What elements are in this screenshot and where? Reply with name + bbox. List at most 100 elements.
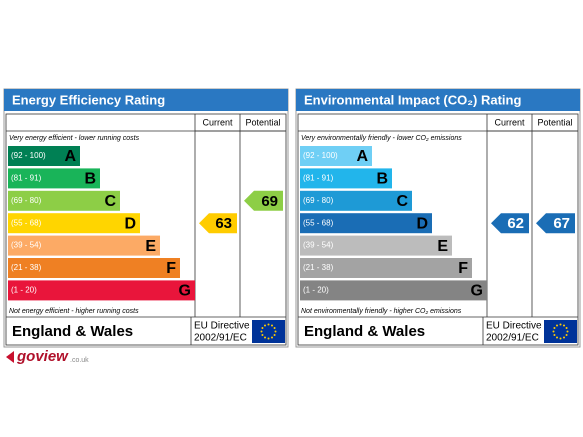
eu-star: [264, 336, 266, 339]
logo-name: goview: [16, 348, 69, 365]
rating-value: 69: [261, 193, 278, 210]
column-header: Current: [202, 117, 233, 127]
band-range: (92 - 100): [303, 151, 338, 160]
band-range: (55 - 68): [11, 218, 42, 227]
directive: 2002/91/EC: [194, 333, 247, 344]
eu-star: [264, 324, 266, 327]
band-letter: F: [166, 260, 176, 277]
band-letter: B: [84, 171, 96, 188]
band: [8, 190, 120, 211]
band: [300, 258, 472, 278]
eu-star: [563, 336, 565, 339]
eu-star: [553, 327, 556, 329]
band: [300, 235, 452, 256]
column-header: Current: [494, 117, 525, 127]
band-range: (69 - 80): [11, 196, 42, 205]
rating-arrow: [491, 213, 529, 234]
rating-arrow: [244, 190, 283, 211]
band-letter: B: [376, 171, 388, 188]
eu-star: [271, 324, 273, 327]
band-letter: C: [396, 193, 408, 210]
logo: goview .co.uk: [6, 348, 89, 365]
band: [8, 235, 160, 256]
eu-star: [556, 324, 558, 327]
band: [8, 280, 195, 301]
top-note: Very energy efficient - lower running co…: [9, 135, 140, 142]
band-range: (92 - 100): [11, 151, 46, 160]
eu-star: [261, 327, 264, 329]
band: [8, 213, 140, 234]
bottom-note: Not energy efficient - higher running co…: [9, 308, 139, 315]
region: England & Wales: [304, 323, 425, 340]
eu-star: [559, 337, 562, 340]
eu-star: [553, 334, 556, 336]
band: [8, 258, 180, 278]
band-letter: A: [64, 148, 76, 165]
band: [300, 146, 372, 166]
table-frame: [5, 113, 287, 346]
band-letter: E: [437, 238, 448, 255]
band-letter: D: [416, 215, 428, 232]
band-letter: F: [458, 260, 468, 277]
eu-star: [261, 334, 264, 336]
eu-star: [565, 327, 568, 329]
band: [300, 168, 392, 189]
band-letter: A: [356, 148, 368, 165]
directive: EU Directive: [486, 321, 542, 332]
band: [300, 213, 432, 234]
table-frame: [297, 113, 579, 346]
column-header: Potential: [537, 117, 572, 127]
band-letter: G: [471, 283, 483, 300]
band-range: (1 - 20): [303, 286, 329, 295]
logo-domain: .co.uk: [70, 357, 89, 364]
band-range: (69 - 80): [303, 196, 334, 205]
directive: EU Directive: [194, 321, 250, 332]
eu-star: [565, 334, 568, 336]
rating-arrow: [199, 213, 237, 234]
eu-flag: [544, 320, 577, 343]
region: England & Wales: [12, 323, 133, 340]
panel-title: Energy Efficiency Rating: [12, 92, 165, 107]
panel-title: Environmental Impact (CO₂) Rating: [304, 92, 521, 107]
rating-value: 63: [215, 215, 232, 232]
band-range: (21 - 38): [11, 263, 42, 272]
band: [8, 146, 80, 166]
band-letter: G: [179, 283, 191, 300]
logo-icon: [6, 351, 14, 363]
band-range: (81 - 91): [11, 174, 42, 183]
rating-arrow: [536, 213, 575, 234]
band-range: (39 - 54): [11, 241, 42, 250]
eu-star: [274, 330, 277, 333]
eu-star: [566, 330, 569, 333]
rating-value: 62: [507, 215, 524, 232]
eu-star: [559, 323, 562, 326]
rating-value: 67: [553, 215, 570, 232]
eu-star: [267, 337, 270, 340]
column-header: Potential: [245, 117, 280, 127]
bottom-note: Not environmentally friendly - higher CO…: [301, 308, 462, 315]
eu-star: [273, 334, 276, 336]
band-range: (39 - 54): [303, 241, 334, 250]
band-letter: D: [124, 215, 136, 232]
top-note: Very environmentally friendly - lower CO…: [301, 135, 462, 142]
band-letter: E: [145, 238, 156, 255]
title-bar: [296, 89, 580, 111]
band-range: (21 - 38): [303, 263, 334, 272]
eu-star: [267, 323, 270, 326]
title-bar: [4, 89, 288, 111]
eu-star: [260, 330, 263, 333]
eu-star: [563, 324, 565, 327]
eu-star: [556, 336, 558, 339]
band-range: (81 - 91): [303, 174, 334, 183]
eu-star: [552, 330, 555, 333]
band-range: (55 - 68): [303, 218, 334, 227]
eu-star: [273, 327, 276, 329]
band-range: (1 - 20): [11, 286, 37, 295]
band: [300, 190, 412, 211]
band-letter: C: [104, 193, 116, 210]
eu-flag: [252, 320, 285, 343]
band: [300, 280, 487, 301]
directive: 2002/91/EC: [486, 333, 539, 344]
band: [8, 168, 100, 189]
